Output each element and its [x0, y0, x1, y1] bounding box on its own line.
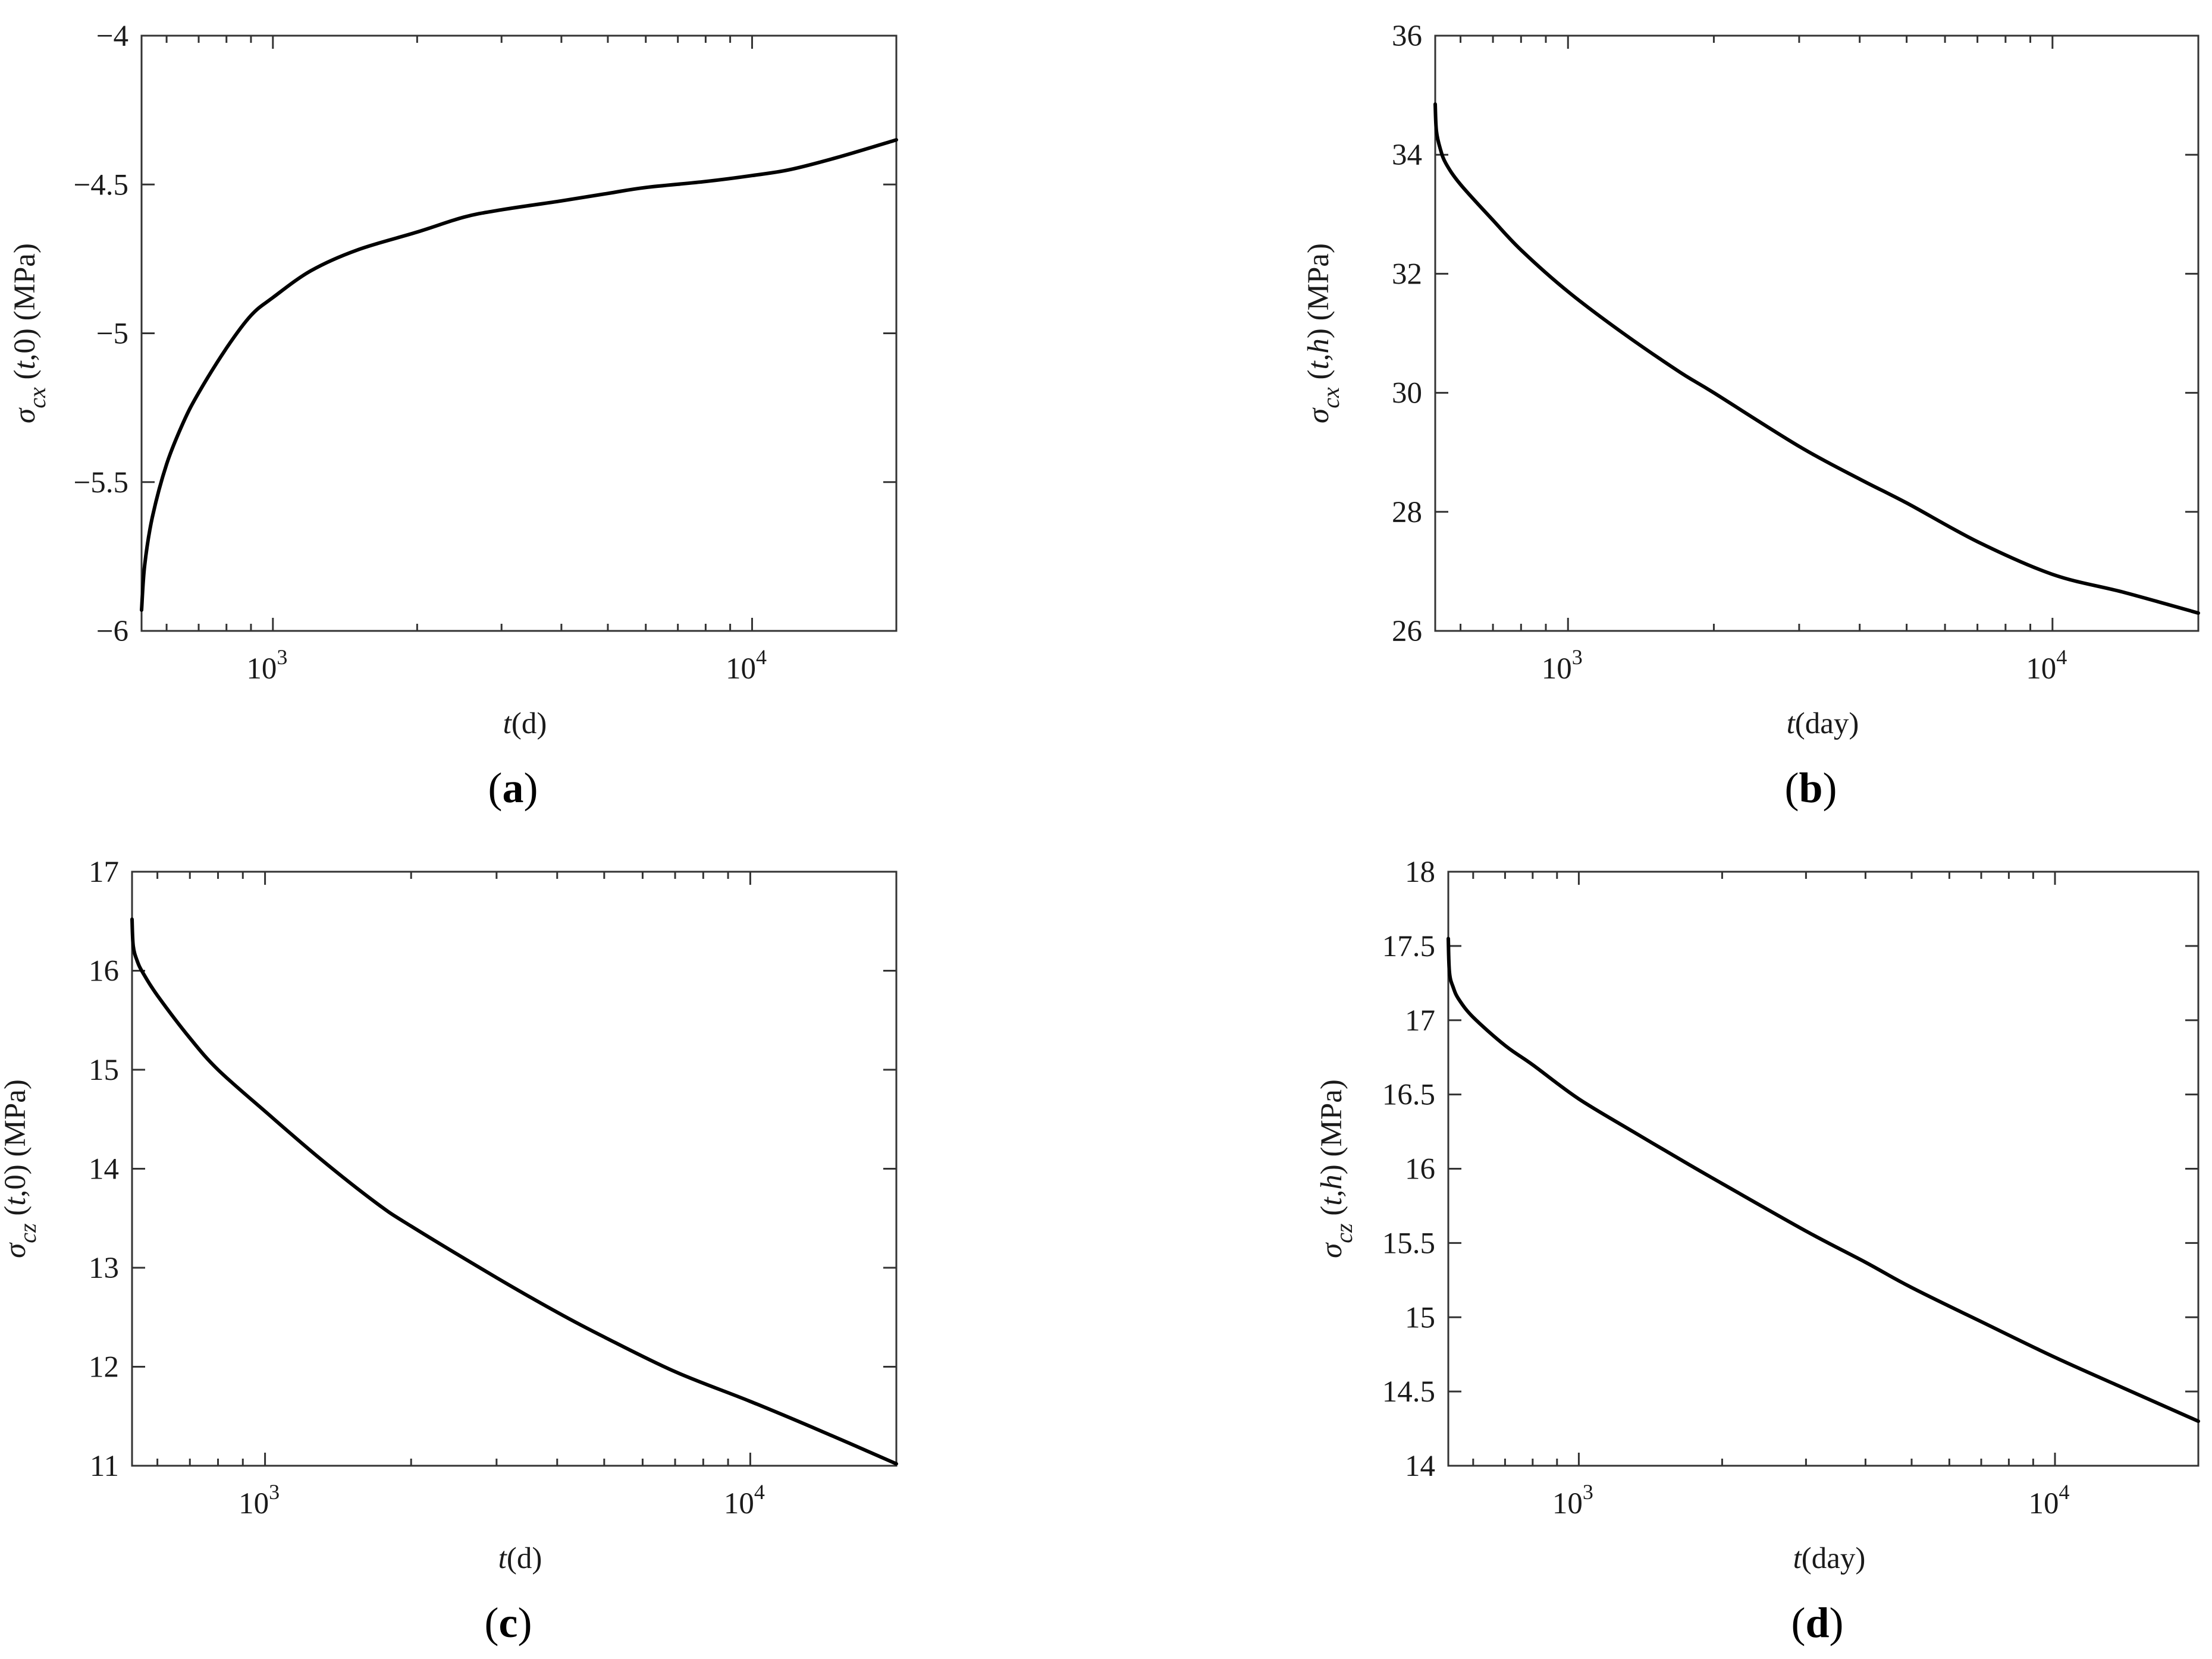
plot-frame — [140, 34, 898, 632]
y-tick-label: 16 — [89, 955, 119, 988]
x-tick-label: 104 — [2026, 645, 2067, 686]
y-tick-label: 26 — [1392, 615, 1422, 648]
x-tick-label: 103 — [246, 645, 287, 686]
chart-panel-b: 26 28 30 32 34 36 103 104 t(day) σcx (t,h) (MPa) (… — [1302, 20, 2200, 812]
y-axis-label: σcz (t,0) (MPa) — [0, 1079, 41, 1258]
y-tick-label: 28 — [1392, 496, 1422, 529]
y-tick-label: 36 — [1392, 20, 1422, 53]
y-tick-label: −4 — [96, 20, 128, 53]
y-tick-label: −5 — [96, 318, 128, 351]
y-axis-label: σcz (t,h) (MPa) — [1315, 1079, 1357, 1258]
chart-panel-d: 14 14.5 15 15.5 16 16.5 17 17.5 18 103 104 t(day) σc… — [1315, 856, 2200, 1647]
y-tick-label: 14 — [1405, 1450, 1435, 1483]
series-line — [1433, 102, 2200, 615]
y-tick-label: 14.5 — [1382, 1375, 1435, 1409]
plot-frame — [1447, 871, 2200, 1467]
plot-frame — [131, 871, 898, 1467]
x-axis-label: t(day) — [1793, 1542, 1866, 1575]
x-axis-label: t(day) — [1787, 707, 1859, 740]
y-tick-label: 16 — [1405, 1153, 1435, 1186]
y-tick-label: 17.5 — [1382, 930, 1435, 963]
y-tick-label: 34 — [1392, 139, 1422, 172]
y-tick-label: 14 — [89, 1153, 119, 1186]
panel-label: (d) — [1791, 1599, 1843, 1647]
series-line — [1447, 937, 2200, 1424]
y-tick-label: 13 — [89, 1252, 119, 1285]
y-tick-label: 15 — [1405, 1301, 1435, 1334]
panel-label: (a) — [488, 764, 538, 812]
y-tick-label: −6 — [96, 615, 128, 648]
panel-label: (b) — [1784, 764, 1837, 812]
y-tick-label: 32 — [1392, 257, 1422, 291]
y-tick-label: −5.5 — [73, 466, 128, 499]
y-tick-label: 11 — [90, 1450, 119, 1483]
x-tick-label: 104 — [724, 1480, 765, 1520]
y-tick-label: 17 — [89, 856, 119, 889]
y-axis-label: σcx (t,h) (MPa) — [1302, 243, 1344, 423]
y-tick-label: 17 — [1405, 1004, 1435, 1038]
x-tick-label: 104 — [2029, 1480, 2070, 1520]
y-tick-label: 30 — [1392, 377, 1422, 410]
y-tick-label: 12 — [89, 1351, 119, 1384]
y-tick-label: 15 — [89, 1054, 119, 1087]
x-tick-label: 103 — [239, 1480, 280, 1520]
y-tick-label: −4.5 — [73, 168, 128, 202]
series-line — [140, 138, 898, 612]
x-tick-label: 103 — [1542, 645, 1583, 686]
x-tick-label: 104 — [726, 645, 767, 686]
plot-frame — [1434, 34, 2200, 632]
y-tick-label: 15.5 — [1382, 1227, 1435, 1260]
panel-label: (c) — [485, 1599, 532, 1647]
x-axis-label: t(d) — [503, 707, 547, 740]
y-tick-label: 18 — [1405, 856, 1435, 889]
x-tick-label: 103 — [1552, 1480, 1593, 1520]
series-line — [130, 917, 898, 1466]
x-axis-label: t(d) — [498, 1542, 542, 1575]
chart-panel-c: 11 12 13 14 15 16 17 103 104 t(d) σcz (t,0) (MPa) (… — [0, 856, 898, 1647]
y-tick-label: 16.5 — [1382, 1079, 1435, 1112]
y-axis-label: σcx (t,0) (MPa) — [8, 243, 51, 423]
chart-panel-a: −6 −5.5 −5 −4.5 −4 103 104 t(d) σcx (t,0) (MPa) (… — [8, 20, 898, 812]
